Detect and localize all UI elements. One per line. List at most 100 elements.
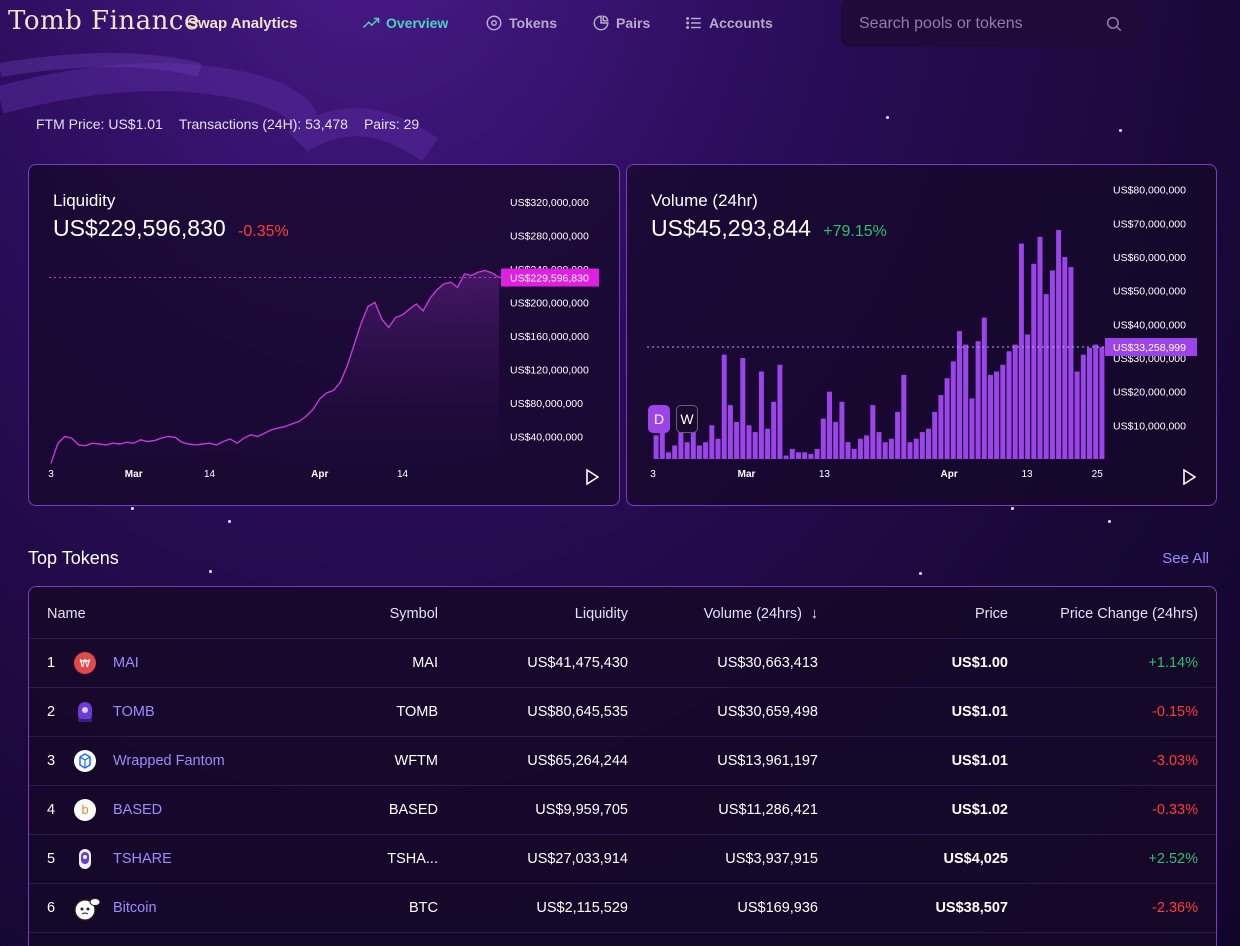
liquidity-chart[interactable]: US$320,000,000US$280,000,000US$240,000,0… bbox=[29, 165, 620, 506]
weekly-toggle-button[interactable]: W bbox=[676, 405, 698, 433]
search-icon[interactable] bbox=[1105, 15, 1123, 33]
volume-bar bbox=[703, 442, 709, 459]
token-price: US$1.01 bbox=[951, 704, 1008, 720]
token-name-link[interactable]: MAI bbox=[113, 655, 139, 671]
token-price: US$1.00 bbox=[951, 655, 1008, 671]
volume-bar bbox=[1074, 371, 1080, 459]
token-name-link[interactable]: BASED bbox=[113, 802, 163, 818]
x-tick-label: Mar bbox=[738, 469, 756, 480]
play-icon[interactable] bbox=[585, 469, 599, 485]
volume-bar bbox=[796, 452, 801, 459]
token-price: US$38,507 bbox=[935, 900, 1008, 916]
volume-bar bbox=[1043, 294, 1049, 459]
app-subtitle: Swap Analytics bbox=[188, 15, 298, 32]
token-name-link[interactable]: TOMB bbox=[113, 704, 155, 720]
volume-bar bbox=[957, 331, 962, 459]
volume-bar bbox=[820, 418, 826, 459]
table-row[interactable]: 2 TOMB TOMB US$80,645,535 US$30,659,498 US$1.… bbox=[29, 688, 1216, 737]
volume-bar bbox=[696, 445, 702, 459]
search-box bbox=[841, 0, 1141, 47]
volume-bar bbox=[833, 422, 839, 459]
volume-bar bbox=[802, 452, 808, 459]
volume-bar bbox=[969, 398, 975, 459]
table-row[interactable]: 4 b BASED BASED US$9,959,705 US$11,286,421 US$… bbox=[29, 786, 1216, 835]
row-index: 4 bbox=[47, 802, 56, 818]
nav-accounts[interactable]: Accounts bbox=[685, 14, 773, 32]
volume-bar bbox=[870, 405, 876, 459]
row-index: 6 bbox=[47, 900, 56, 916]
ftm-price: FTM Price: US$1.01 bbox=[36, 116, 163, 132]
search-input[interactable] bbox=[859, 14, 1099, 33]
volume-bar bbox=[690, 411, 696, 459]
volume-value: US$45,293,844 bbox=[651, 215, 811, 241]
daily-toggle-button[interactable]: D bbox=[648, 405, 670, 433]
token-liquidity: US$80,645,535 bbox=[527, 704, 628, 720]
volume-bar bbox=[864, 435, 870, 459]
y-tick-label: US$10,000,000 bbox=[1113, 420, 1186, 432]
token-volume: US$169,936 bbox=[737, 900, 818, 916]
top-tokens-title: Top Tokens bbox=[28, 548, 119, 568]
x-tick-label: Mar bbox=[125, 469, 143, 480]
liquidity-change: -0.35% bbox=[238, 223, 289, 240]
volume-bar bbox=[1056, 230, 1062, 459]
header-name[interactable]: Name bbox=[47, 606, 86, 622]
header-price[interactable]: Price bbox=[974, 606, 1008, 622]
token-volume: US$30,659,498 bbox=[717, 704, 818, 720]
nav-tokens[interactable]: Tokens bbox=[485, 14, 557, 32]
row-index: 5 bbox=[47, 851, 56, 867]
volume-chart[interactable]: US$80,000,000 US$70,000,000 US$60,000,000 U… bbox=[627, 165, 1217, 506]
volume-bar bbox=[678, 418, 684, 459]
header-symbol[interactable]: Symbol bbox=[389, 606, 438, 622]
volume-bar bbox=[882, 442, 888, 459]
liquidity-value-row: US$229,596,830 -0.35% bbox=[53, 215, 289, 242]
play-icon[interactable] bbox=[1182, 469, 1196, 485]
volume-bar bbox=[684, 442, 690, 459]
table-row[interactable]: 3 Wrapped Fantom WFTM US$65,264,244 US$13,96… bbox=[29, 737, 1216, 786]
token-price: US$4,025 bbox=[943, 851, 1009, 867]
nav-pairs[interactable]: Pairs bbox=[592, 14, 650, 32]
x-tick-label: 13 bbox=[819, 469, 831, 480]
header-volume[interactable]: Volume (24hrs) bbox=[703, 606, 802, 622]
x-tick-label: Apr bbox=[941, 469, 958, 480]
row-index: 2 bbox=[47, 704, 56, 720]
volume-bar bbox=[895, 411, 901, 459]
token-name-link[interactable]: Bitcoin bbox=[113, 900, 157, 916]
volume-title: Volume (24hr) bbox=[651, 191, 758, 210]
row-index: 3 bbox=[47, 753, 56, 769]
table-row[interactable]: 6 Bitcoin BTC US$2,115,529 US$169,936 US$38,5… bbox=[29, 884, 1216, 933]
tshare-token-icon bbox=[73, 847, 97, 871]
volume-bar bbox=[1062, 257, 1068, 459]
nav-accounts-label: Accounts bbox=[709, 15, 773, 31]
volume-bar bbox=[839, 401, 845, 459]
volume-bar bbox=[926, 428, 931, 459]
y-tick-label: US$70,000,000 bbox=[1113, 218, 1186, 230]
volume-bar bbox=[938, 395, 944, 459]
volume-change: +79.15% bbox=[823, 223, 887, 240]
table-row[interactable]: 1 ₩ MAI MAI US$41,475,430 US$30,663,413 US$1.0… bbox=[29, 639, 1216, 688]
header-price-change[interactable]: Price Change (24hrs) bbox=[1060, 606, 1198, 622]
token-price: US$1.01 bbox=[951, 753, 1008, 769]
volume-bar bbox=[715, 438, 721, 459]
star-decoration bbox=[228, 520, 231, 523]
token-name-link[interactable]: Wrapped Fantom bbox=[113, 753, 225, 769]
token-volume: US$11,286,421 bbox=[718, 802, 818, 818]
volume-bar bbox=[950, 361, 956, 459]
app-logo[interactable]: Tomb Finance bbox=[8, 6, 200, 36]
liquidity-value: US$229,596,830 bbox=[53, 215, 226, 241]
volume-bar bbox=[1068, 267, 1074, 459]
nav-overview[interactable]: Overview bbox=[362, 14, 448, 32]
x-tick-label: 14 bbox=[397, 469, 409, 480]
volume-bar bbox=[721, 354, 727, 459]
header-liquidity[interactable]: Liquidity bbox=[574, 606, 628, 622]
volume-bar bbox=[857, 438, 863, 459]
volume-bar bbox=[653, 435, 659, 459]
top-header: Tomb Finance Swap Analytics Overview Tok… bbox=[0, 0, 1240, 48]
see-all-link[interactable]: See All bbox=[1162, 550, 1209, 567]
based-token-icon: b bbox=[73, 798, 97, 822]
table-row[interactable]: 5 TSHARE TSHA... US$27,033,914 US$3,937,915 U… bbox=[29, 835, 1216, 884]
star-decoration bbox=[886, 116, 889, 119]
volume-bar bbox=[1012, 344, 1018, 459]
token-name-link[interactable]: TSHARE bbox=[113, 851, 172, 867]
token-volume: US$30,663,413 bbox=[717, 655, 818, 671]
transactions-24h: Transactions (24H): 53,478 bbox=[178, 116, 348, 132]
